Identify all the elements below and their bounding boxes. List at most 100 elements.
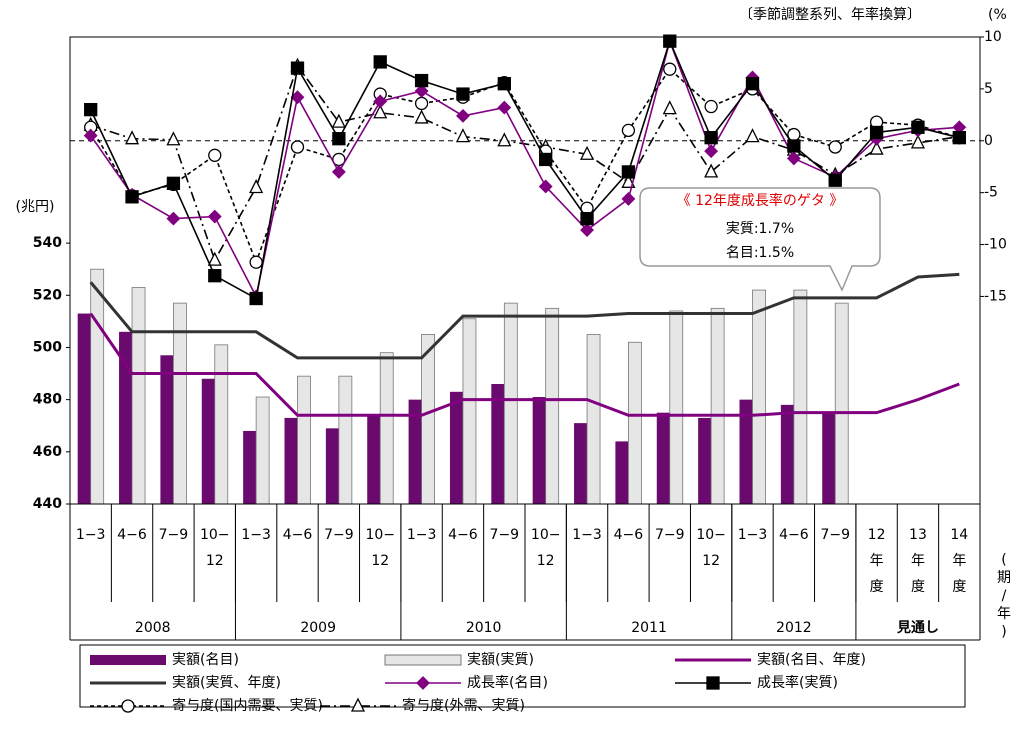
- legend-label: 実額(実質、年度): [172, 675, 281, 691]
- x-tick-label: 4−6: [614, 527, 644, 543]
- marker: [456, 108, 470, 123]
- bar: [297, 375, 311, 505]
- group-label: 2010: [466, 620, 502, 636]
- y2-tick-label: 10: [984, 29, 1002, 45]
- marker: [911, 120, 925, 134]
- marker: [83, 128, 98, 143]
- legend-swatch: [384, 654, 462, 666]
- bar: [449, 391, 463, 504]
- marker: [828, 173, 842, 187]
- marker: [786, 151, 801, 166]
- marker: [373, 94, 388, 109]
- marker: [704, 99, 718, 114]
- x-tick-label: 1−3: [572, 527, 602, 543]
- marker: [538, 179, 553, 194]
- marker: [621, 123, 636, 138]
- x-tick-label: 1−3: [241, 527, 271, 543]
- x-tick-label: 1−3: [407, 527, 437, 543]
- legend-marker: [121, 699, 135, 713]
- callout: [639, 187, 881, 292]
- x-tick-label: 4−6: [779, 527, 809, 543]
- bar: [367, 415, 381, 504]
- bar: [628, 341, 642, 505]
- bar: [119, 331, 133, 504]
- marker: [952, 131, 966, 145]
- marker: [414, 96, 429, 111]
- bar: [421, 334, 435, 505]
- bar: [408, 399, 422, 504]
- marker: [621, 173, 636, 188]
- bar: [793, 289, 808, 505]
- bar: [284, 417, 298, 504]
- marker: [332, 132, 346, 146]
- legend-swatch: [90, 655, 166, 665]
- legend-label: 成長率(名目): [467, 674, 548, 691]
- bar: [656, 412, 670, 504]
- marker: [290, 90, 305, 105]
- bar: [615, 441, 629, 504]
- marker: [166, 176, 181, 190]
- marker: [207, 251, 222, 266]
- marker: [455, 128, 471, 143]
- bar: [338, 375, 353, 505]
- marker: [704, 163, 719, 178]
- marker: [579, 145, 595, 160]
- bar: [574, 423, 588, 504]
- bar: [214, 344, 229, 505]
- marker: [124, 130, 140, 145]
- marker: [497, 100, 512, 115]
- bar: [201, 378, 215, 504]
- x-tick-label: 10− 12: [200, 527, 230, 569]
- y2-axis-label: (%: [988, 7, 1007, 23]
- marker: [828, 140, 842, 154]
- bar: [545, 307, 560, 505]
- line: [89, 312, 960, 417]
- marker: [208, 148, 222, 162]
- x-tick-label: 10− 12: [365, 527, 395, 569]
- y-tick-label: 480: [33, 392, 62, 408]
- marker: [373, 104, 388, 119]
- x-tick-label: 7−9: [159, 527, 189, 543]
- x-tick-label: 7−9: [324, 527, 354, 543]
- marker: [869, 125, 884, 140]
- bar: [90, 268, 105, 505]
- legend-label: 成長率(実質): [757, 674, 838, 691]
- marker: [290, 61, 305, 75]
- marker: [621, 191, 636, 206]
- marker: [456, 87, 470, 101]
- x-tick-label: 12 年度: [868, 527, 886, 595]
- marker: [373, 55, 387, 69]
- bar: [739, 399, 753, 504]
- chart-title: 〔季節調整系列、年率換算〕: [739, 6, 921, 23]
- marker: [331, 164, 346, 179]
- x-tick-label: 7−9: [655, 527, 685, 543]
- marker: [663, 34, 677, 48]
- legend-marker: [706, 676, 720, 690]
- bar: [586, 334, 601, 505]
- marker: [745, 77, 760, 91]
- bar: [255, 396, 270, 505]
- marker: [249, 255, 263, 269]
- x-tick-label: 4−6: [448, 527, 478, 543]
- x-axis-label: (期/年): [997, 552, 1011, 640]
- y-tick-label: 540: [33, 235, 62, 251]
- marker: [580, 223, 594, 237]
- legend-label: 寄与度(国内需要、実質): [172, 697, 323, 714]
- bar: [503, 302, 518, 505]
- bar: [379, 352, 394, 505]
- y2-tick-label: 5: [984, 81, 993, 97]
- marker: [125, 190, 139, 204]
- x-tick-label: 1−3: [738, 527, 768, 543]
- y2-tick-label: -5: [984, 185, 998, 201]
- x-tick-label: 14 年度: [950, 527, 968, 595]
- bar: [243, 430, 257, 504]
- marker: [704, 131, 718, 145]
- marker: [208, 269, 222, 283]
- line: [89, 38, 960, 300]
- marker: [539, 152, 553, 167]
- plot: [66, 34, 984, 505]
- marker: [414, 84, 429, 98]
- legend-label: 実額(実質): [467, 652, 534, 668]
- legend-label: 実額(名目): [172, 652, 239, 668]
